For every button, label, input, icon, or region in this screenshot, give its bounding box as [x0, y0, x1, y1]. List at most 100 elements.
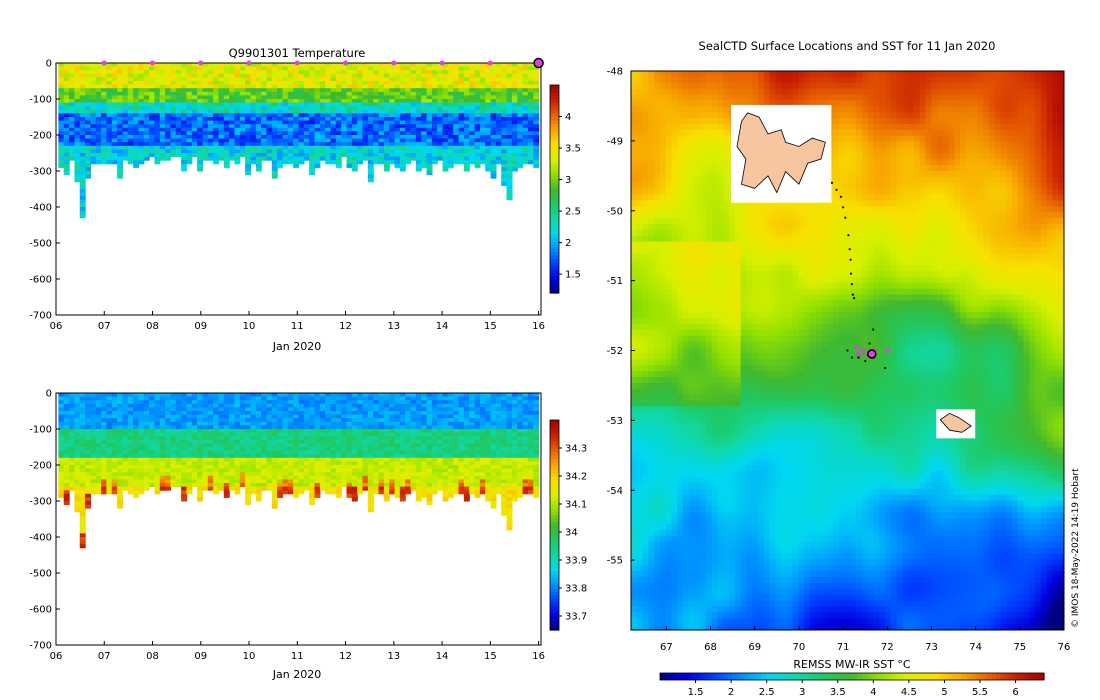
section-cell [255, 429, 262, 434]
section-cell [335, 468, 342, 473]
section-cell [362, 109, 369, 114]
section-cell [303, 407, 310, 412]
section-cell [181, 490, 188, 495]
section-cell [431, 160, 438, 165]
section-cell [117, 475, 124, 480]
section-cell [133, 443, 140, 448]
section-cell [234, 95, 241, 100]
section-cell [463, 472, 470, 477]
section-cell [458, 109, 465, 114]
section-cell [63, 109, 70, 114]
section-cell [175, 131, 182, 136]
section-cell [309, 91, 316, 96]
section-cell [106, 436, 113, 441]
section-cell [298, 421, 305, 426]
section-cell [106, 63, 113, 68]
section-cell [181, 95, 188, 100]
section-cell [149, 127, 156, 132]
section-cell [319, 142, 326, 147]
section-cell [319, 117, 326, 122]
section-cell [239, 439, 246, 444]
section-cell [277, 483, 284, 488]
section-cell [239, 102, 246, 107]
section-cell [479, 81, 486, 86]
y-tick-label: -100 [29, 95, 52, 106]
section-cell [485, 70, 492, 75]
section-cell [143, 113, 150, 118]
section-cell [271, 450, 278, 455]
section-cell [117, 497, 124, 502]
section-cell [277, 468, 284, 473]
section-cell [485, 135, 492, 140]
section-cell [458, 490, 465, 495]
section-cell [373, 465, 380, 470]
section-cell [69, 483, 76, 488]
section-cell [133, 106, 140, 111]
section-cell [138, 135, 145, 140]
section-cell [485, 117, 492, 122]
section-cell [485, 167, 492, 172]
section-cell [122, 425, 129, 430]
colorbar-tick-label: 2.5 [565, 207, 581, 218]
section-cell [58, 81, 65, 86]
section-cell [357, 99, 364, 104]
section-cell [74, 472, 81, 477]
section-cell [175, 483, 182, 488]
section-cell [239, 81, 246, 86]
section-cell [170, 443, 177, 448]
section-cell [250, 106, 257, 111]
section-cell [463, 396, 470, 401]
section-cell [111, 102, 118, 107]
section-cell [58, 468, 65, 473]
colorbar-cell [550, 254, 559, 259]
section-cell [346, 425, 353, 430]
section-cell [133, 418, 140, 423]
section-cell [165, 447, 172, 452]
section-cell [282, 70, 289, 75]
section-cell [346, 490, 353, 495]
section-cell [282, 447, 289, 452]
section-cell [357, 160, 364, 165]
section-cell [229, 120, 236, 125]
section-cell [85, 88, 92, 93]
section-cell [117, 429, 124, 434]
section-cell [351, 490, 358, 495]
section-cell [431, 99, 438, 104]
section-cell [469, 70, 476, 75]
section-cell [479, 73, 486, 78]
section-cell [127, 414, 134, 419]
section-cell [159, 73, 166, 78]
section-cell [122, 483, 129, 488]
section-cell [213, 106, 220, 111]
section-cell [79, 84, 86, 89]
section-cell [74, 142, 81, 147]
section-cell [218, 113, 225, 118]
section-cell [533, 149, 540, 154]
section-cell [378, 135, 385, 140]
section-cell [106, 73, 113, 78]
section-cell [90, 411, 97, 416]
section-cell [111, 475, 118, 480]
section-cell [533, 73, 540, 78]
section-cell [298, 95, 305, 100]
section-cell [133, 102, 140, 107]
section-cell [287, 106, 294, 111]
section-cell [309, 421, 316, 426]
section-cell [399, 465, 406, 470]
section-cell [298, 418, 305, 423]
section-cell [447, 439, 454, 444]
section-cell [325, 66, 332, 71]
section-cell [143, 127, 150, 132]
section-cell [335, 106, 342, 111]
section-cell [277, 138, 284, 143]
section-cell [341, 465, 348, 470]
section-cell [330, 432, 337, 437]
section-cell [271, 403, 278, 408]
section-cell [421, 91, 428, 96]
section-cell [111, 411, 118, 416]
section-cell [335, 418, 342, 423]
section-cell [426, 106, 433, 111]
section-cell [367, 99, 374, 104]
section-cell [122, 393, 129, 398]
section-cell [90, 432, 97, 437]
